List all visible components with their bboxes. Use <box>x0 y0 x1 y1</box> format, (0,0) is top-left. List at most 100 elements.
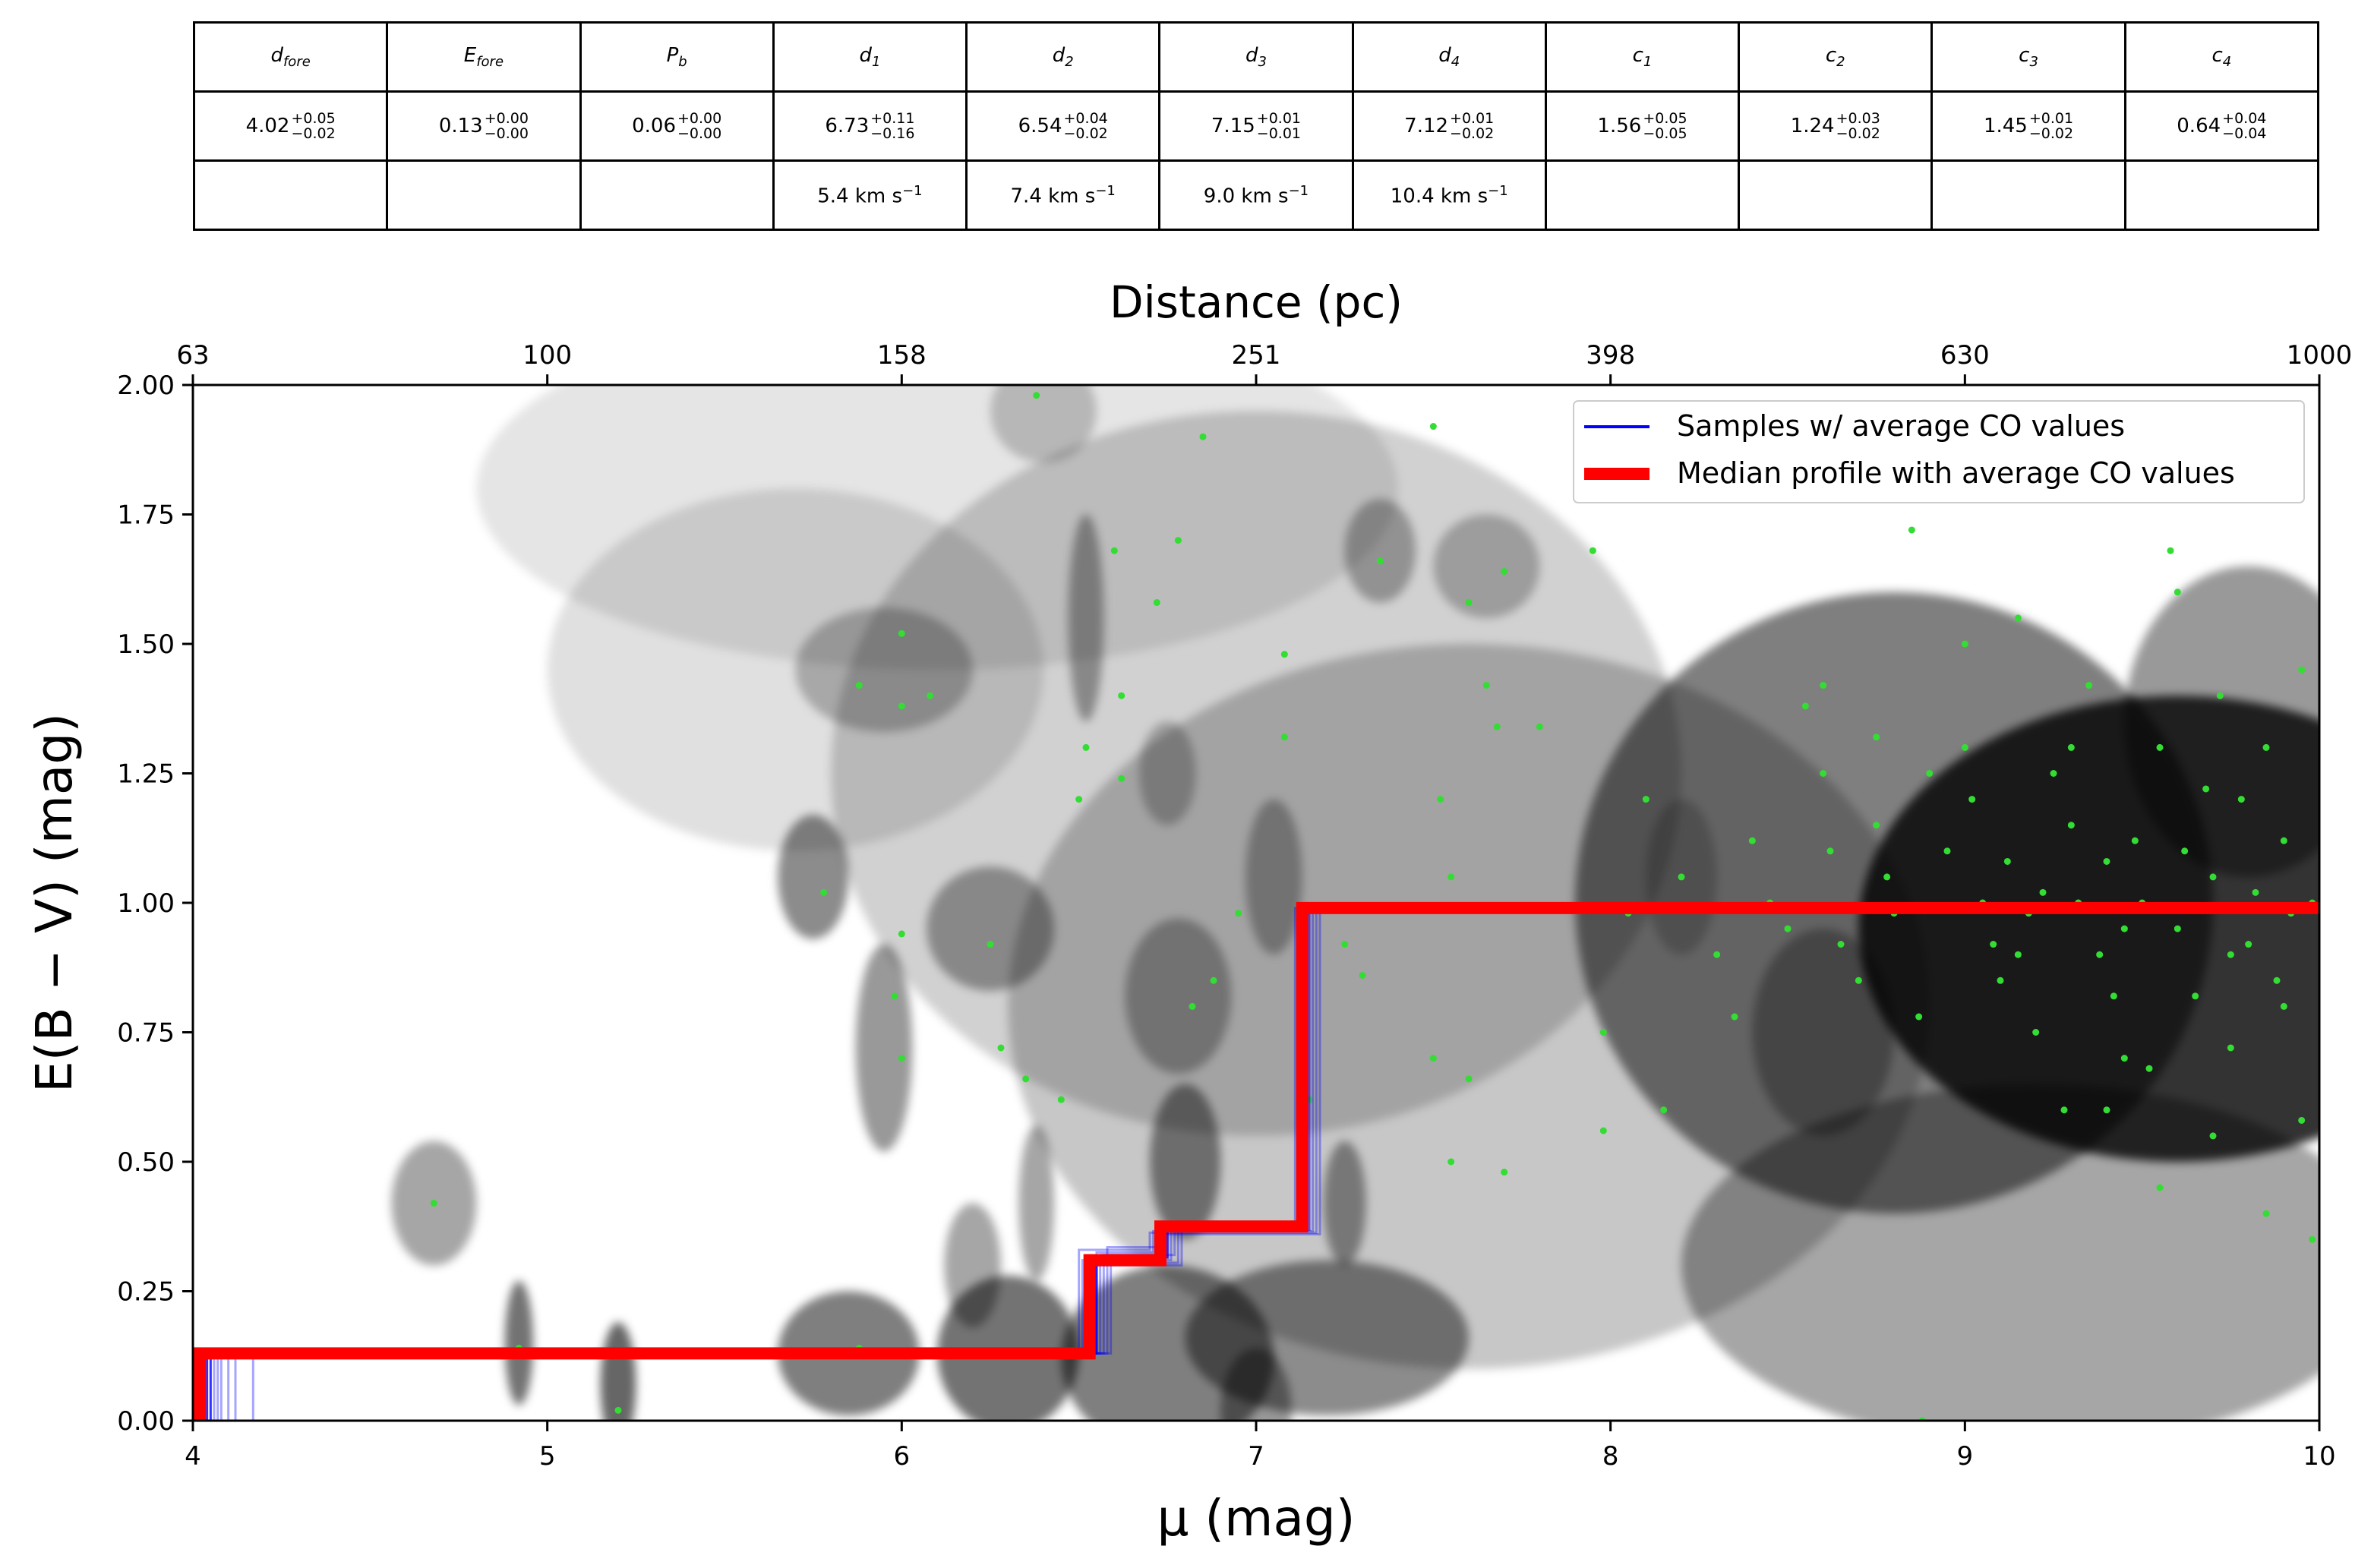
legend-median-label: Median profile with average CO values <box>1677 456 2235 490</box>
value-errors: +0.04 −0.02 <box>1064 111 1108 141</box>
header-subscript: fore <box>476 54 504 71</box>
star-point <box>891 992 898 1000</box>
star-point <box>2103 857 2110 865</box>
star-point <box>1110 547 1118 554</box>
value-errors: +0.05 −0.02 <box>291 111 335 141</box>
top-tick-label: 100 <box>522 340 572 371</box>
table-value-cell: 7.15 +0.01 −0.01 <box>1158 90 1354 162</box>
value-with-errors: 0.64 +0.04 −0.04 <box>2177 111 2266 141</box>
star-point <box>2096 951 2104 958</box>
table-header-cell: c1 <box>1544 21 1741 93</box>
star-point <box>2227 951 2234 958</box>
velocity-text: 9.0 km s <box>1203 185 1289 208</box>
error-minus: −0.02 <box>1450 125 1495 142</box>
star-point <box>1801 702 1809 710</box>
header-symbol: d <box>859 43 872 67</box>
value-with-errors: 0.06 +0.00 −0.00 <box>632 111 721 141</box>
star-point <box>898 629 905 637</box>
error-minus: −0.02 <box>2028 125 2074 142</box>
table-velocity-cell <box>386 159 582 231</box>
star-point <box>2298 666 2306 674</box>
star-point <box>1447 873 1455 881</box>
header-symbol: c <box>1825 43 1837 67</box>
star-point <box>1210 976 1217 984</box>
star-point <box>1199 433 1207 440</box>
error-plus: +0.01 <box>2028 110 2074 127</box>
velocity-text: 5.4 km s <box>817 185 903 208</box>
star-point <box>430 1200 437 1207</box>
star-point <box>2280 1002 2287 1010</box>
header-subscript: 4 <box>2222 54 2232 71</box>
error-plus: +0.05 <box>1643 110 1687 127</box>
x-axis-label: μ (mag) <box>1157 1489 1355 1547</box>
header-subscript: 1 <box>1643 54 1653 71</box>
error-plus: +0.01 <box>1450 110 1495 127</box>
velocity-exponent: −1 <box>1095 182 1116 199</box>
error-plus: +0.00 <box>677 110 722 127</box>
star-point <box>2103 1106 2110 1114</box>
header-subscript: 3 <box>2029 54 2038 71</box>
table-value-cell: 7.12 +0.01 −0.02 <box>1351 90 1547 162</box>
density-blob <box>944 1203 1001 1328</box>
star-point <box>855 682 863 689</box>
legend-samples-label: Samples w/ average CO values <box>1677 409 2125 443</box>
star-point <box>2120 1055 2128 1062</box>
table-header-cell: c2 <box>1738 21 1934 93</box>
star-point <box>1820 682 1827 689</box>
density-background <box>391 385 2319 1421</box>
value-main: 0.06 <box>632 115 676 137</box>
star-point <box>1820 770 1827 777</box>
velocity-exponent: −1 <box>902 182 923 199</box>
star-point <box>1075 796 1083 803</box>
star-point <box>2110 992 2117 1000</box>
value-with-errors: 6.73 +0.11 −0.16 <box>825 111 914 141</box>
star-point <box>2174 925 2181 932</box>
value-errors: +0.01 −0.02 <box>1450 111 1494 141</box>
star-point <box>1359 971 1366 979</box>
value-with-errors: 1.24 +0.03 −0.02 <box>1791 111 1880 141</box>
top-tick-label: 398 <box>1586 340 1635 371</box>
star-point <box>2209 1132 2217 1140</box>
x-tick-label: 4 <box>185 1441 201 1472</box>
table-value-cell: 6.73 +0.11 −0.16 <box>772 90 968 162</box>
header-subscript: fore <box>283 54 311 71</box>
y-tick-label: 1.50 <box>117 629 175 660</box>
density-blob <box>1433 514 1540 618</box>
star-point <box>1536 723 1543 730</box>
star-point <box>614 1406 622 1414</box>
error-minus: −0.01 <box>1256 125 1302 142</box>
table-value-cell: 4.02 +0.05 −0.02 <box>192 90 389 162</box>
table-value-cell: 0.06 +0.00 −0.00 <box>579 90 775 162</box>
value-main: 1.56 <box>1597 115 1642 137</box>
star-point <box>2067 822 2075 829</box>
star-point <box>2167 547 2174 554</box>
top-tick-label: 251 <box>1232 340 1281 371</box>
table-velocity-cell <box>1738 159 1934 231</box>
star-point <box>1915 1013 1923 1021</box>
star-point <box>2174 588 2181 596</box>
star-point <box>2262 743 2270 751</box>
star-point <box>927 692 934 699</box>
header-subscript: 3 <box>1258 54 1267 71</box>
parameter-table: dfore Efore Pb d1 d2 d3 d4 c1 c2 c3 c4 4.02 +0.05 −0… <box>192 21 2320 231</box>
table-velocity-cell <box>1544 159 1741 231</box>
value-errors: +0.01 −0.01 <box>1257 111 1301 141</box>
median-profile <box>194 901 2319 1421</box>
header-subscript: 2 <box>1065 54 1074 71</box>
table-header-cell: Efore <box>386 21 582 93</box>
density-blob <box>1139 721 1196 825</box>
star-point <box>1501 568 1508 576</box>
value-main: 7.15 <box>1211 115 1255 137</box>
y-tick-label: 1.25 <box>117 759 175 790</box>
star-point <box>1943 847 1951 855</box>
value-main: 0.64 <box>2177 115 2221 137</box>
star-point <box>2202 785 2210 793</box>
x-tick-label: 6 <box>894 1441 911 1472</box>
value-with-errors: 0.13 +0.00 −0.00 <box>439 111 529 141</box>
density-blob <box>1245 799 1302 955</box>
star-point <box>2085 682 2093 689</box>
star-point <box>2252 888 2259 896</box>
value-errors: +0.03 −0.02 <box>1836 111 1880 141</box>
x-tick-label: 10 <box>2303 1441 2335 1472</box>
